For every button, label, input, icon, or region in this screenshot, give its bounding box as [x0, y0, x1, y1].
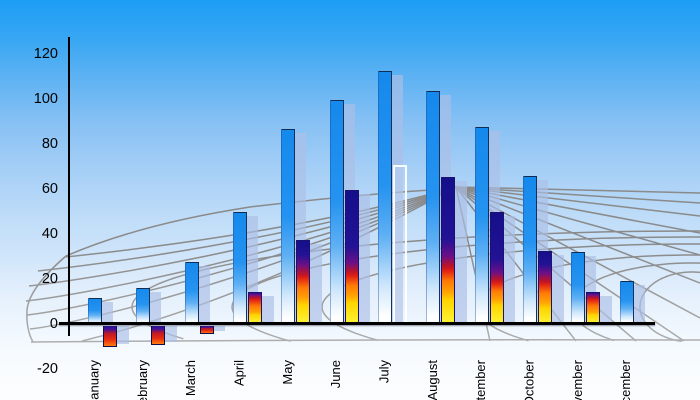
svg-text:November: November: [570, 359, 585, 400]
svg-text:-20: -20: [37, 361, 58, 377]
svg-text:June: June: [328, 360, 343, 388]
svg-text:80: 80: [42, 136, 58, 152]
svg-text:July: July: [377, 360, 392, 384]
svg-text:April: April: [232, 360, 247, 386]
svg-text:120: 120: [34, 46, 58, 62]
svg-text:20: 20: [42, 271, 58, 287]
svg-text:60: 60: [42, 181, 58, 197]
svg-text:January: January: [87, 360, 102, 400]
svg-text:March: March: [183, 360, 198, 396]
svg-text:August: August: [425, 360, 440, 400]
svg-text:0: 0: [50, 316, 58, 332]
svg-text:40: 40: [42, 226, 58, 242]
svg-text:100: 100: [34, 91, 58, 107]
svg-text:December: December: [618, 359, 633, 400]
svg-text:May: May: [280, 360, 295, 385]
svg-text:February: February: [135, 360, 150, 400]
svg-text:September: September: [473, 359, 488, 400]
svg-text:October: October: [522, 359, 537, 400]
